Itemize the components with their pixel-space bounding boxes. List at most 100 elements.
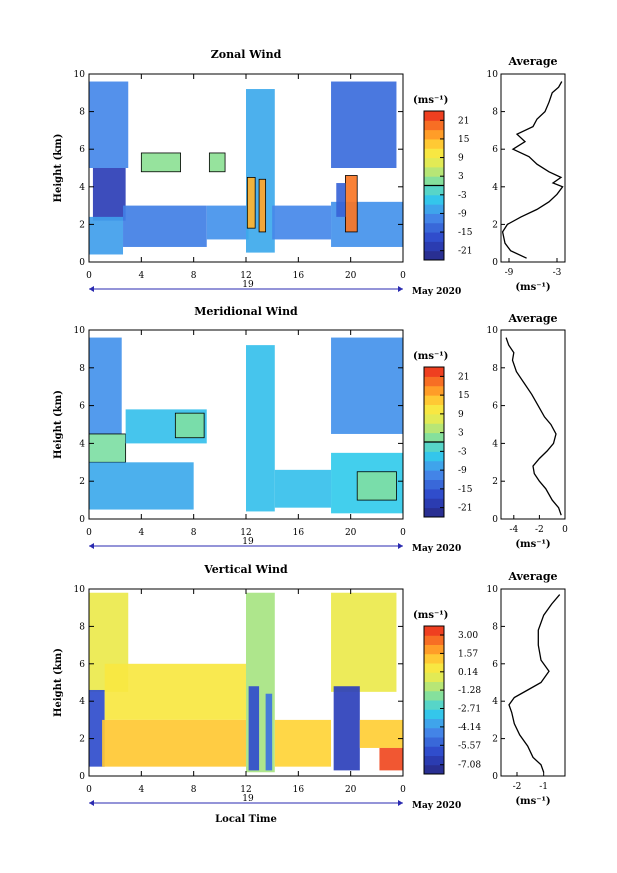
- colorbar-segment: [424, 241, 444, 252]
- y-tick-label: 8: [79, 108, 85, 118]
- date-marker: 19: [242, 280, 254, 290]
- date-arrow-right: [398, 800, 403, 806]
- colorbar-tick-label: -1.28: [458, 686, 481, 696]
- average-title: Average: [507, 570, 557, 583]
- colorbar-tick-label: -7.08: [458, 761, 481, 771]
- colorbar-segment: [424, 204, 444, 214]
- data-region-8: [331, 592, 397, 692]
- panel-title: Zonal Wind: [211, 48, 282, 61]
- average-title: Average: [507, 312, 557, 325]
- colorbar-segment: [424, 626, 444, 636]
- colorbar-segment: [424, 222, 444, 233]
- colorbar-tick-label: -3: [458, 447, 467, 457]
- colorbar-segment: [424, 460, 444, 471]
- x-tick-label: 20: [345, 785, 357, 795]
- average-y-tick-label: 10: [487, 326, 499, 336]
- colorbar-segment: [424, 185, 444, 196]
- colorbar-tick-label: -2.71: [458, 704, 481, 714]
- x-tick-label: 8: [191, 271, 197, 281]
- colorbar-segment: [424, 663, 444, 673]
- data-region-8: [247, 177, 256, 229]
- data-regions: [88, 337, 403, 514]
- average-y-tick-label: 4: [492, 183, 498, 193]
- data-region-10: [272, 205, 332, 240]
- average-y-tick-label: 4: [492, 439, 498, 449]
- colorbar-tick-label: -21: [458, 247, 473, 257]
- colorbar-segment: [424, 120, 444, 131]
- average-y-tick-label: 10: [487, 70, 499, 80]
- average-x-tick-label: -3: [553, 268, 562, 278]
- average-y-tick-label: 0: [492, 258, 498, 268]
- colorbar-segment: [424, 232, 444, 242]
- colorbar-segment: [424, 404, 444, 415]
- colorbar: -7.08 -5.57 -4.14 -2.71 -1.28 0.14 1.57 3.00 (ms…: [413, 610, 481, 775]
- average-y-tick-label: 10: [487, 585, 499, 595]
- y-tick-label: 6: [79, 145, 85, 155]
- colorbar-segment: [424, 148, 444, 159]
- colorbar-segment: [424, 498, 444, 509]
- colorbar-segment: [424, 442, 444, 452]
- colorbar-unit: (ms⁻¹): [413, 95, 448, 106]
- zero-contour-4: [140, 152, 181, 173]
- colorbar-segment: [424, 423, 444, 434]
- x-tick-label: 12: [240, 785, 251, 795]
- x-axis-label: Local Time: [215, 814, 277, 825]
- data-region-5: [246, 345, 275, 512]
- average-y-tick-label: 8: [492, 622, 498, 632]
- data-region-6: [265, 693, 273, 771]
- x-tick-label: 4: [138, 528, 144, 538]
- average-panel: Average 0 2 4 6 8 10 -2 -1 (ms⁻¹): [487, 570, 566, 807]
- average-x-label: (ms⁻¹): [515, 796, 550, 807]
- data-region-3: [89, 462, 194, 510]
- panel-title: Meridional Wind: [194, 305, 298, 318]
- colorbar-tick-label: -21: [458, 504, 473, 514]
- colorbar-segment: [424, 709, 444, 719]
- colorbar-segment: [424, 727, 444, 738]
- data-region-9: [259, 179, 266, 232]
- colorbar-tick-label: 9: [458, 154, 464, 164]
- y-tick-label: 6: [79, 402, 85, 412]
- data-region-9: [333, 686, 360, 771]
- zero-contour-5: [208, 152, 226, 173]
- y-tick-label: 10: [74, 326, 86, 336]
- colorbar-segment: [424, 746, 444, 756]
- date-arrow-right: [398, 543, 403, 549]
- data-region-5: [209, 152, 226, 172]
- data-region-11: [379, 747, 403, 771]
- colorbar-segment: [424, 718, 444, 729]
- average-y-tick-label: 0: [492, 515, 498, 525]
- data-region-2: [104, 663, 246, 720]
- y-tick-label: 0: [79, 258, 85, 268]
- date-arrow-right: [398, 286, 403, 292]
- colorbar-segment: [424, 367, 444, 377]
- data-regions: [89, 592, 403, 773]
- colorbar-segment: [424, 176, 444, 186]
- colorbar-segment: [424, 737, 444, 747]
- colorbar-segment: [424, 432, 444, 443]
- average-y-tick-label: 2: [492, 735, 498, 745]
- colorbar: -21 -15 -9 -3 3 9 15 21 (ms⁻¹): [413, 95, 473, 261]
- y-tick-label: 0: [79, 772, 85, 782]
- colorbar-segment: [424, 250, 444, 261]
- y-axis-label: Height (km): [53, 648, 64, 717]
- data-region-0: [89, 337, 122, 434]
- y-tick-label: 2: [79, 735, 85, 745]
- colorbar-segment: [424, 653, 444, 664]
- x-tick-label: 4: [138, 785, 144, 795]
- average-profile-line: [501, 81, 564, 259]
- date-arrow-left: [89, 286, 94, 292]
- y-tick-label: 4: [79, 439, 85, 449]
- x-tick-label: 8: [191, 528, 197, 538]
- data-region-10: [359, 719, 403, 748]
- average-frame: [500, 73, 566, 263]
- colorbar-tick-label: 9: [458, 410, 464, 420]
- zero-contour-9: [356, 471, 397, 501]
- x-tick-label: 20: [345, 528, 357, 538]
- average-x-tick-label: -2: [535, 525, 544, 535]
- colorbar-segment: [424, 385, 444, 396]
- date-label: May 2020: [412, 801, 461, 811]
- x-tick-label: 16: [293, 528, 305, 538]
- colorbar-tick-label: 3: [458, 429, 464, 439]
- y-tick-label: 10: [74, 585, 86, 595]
